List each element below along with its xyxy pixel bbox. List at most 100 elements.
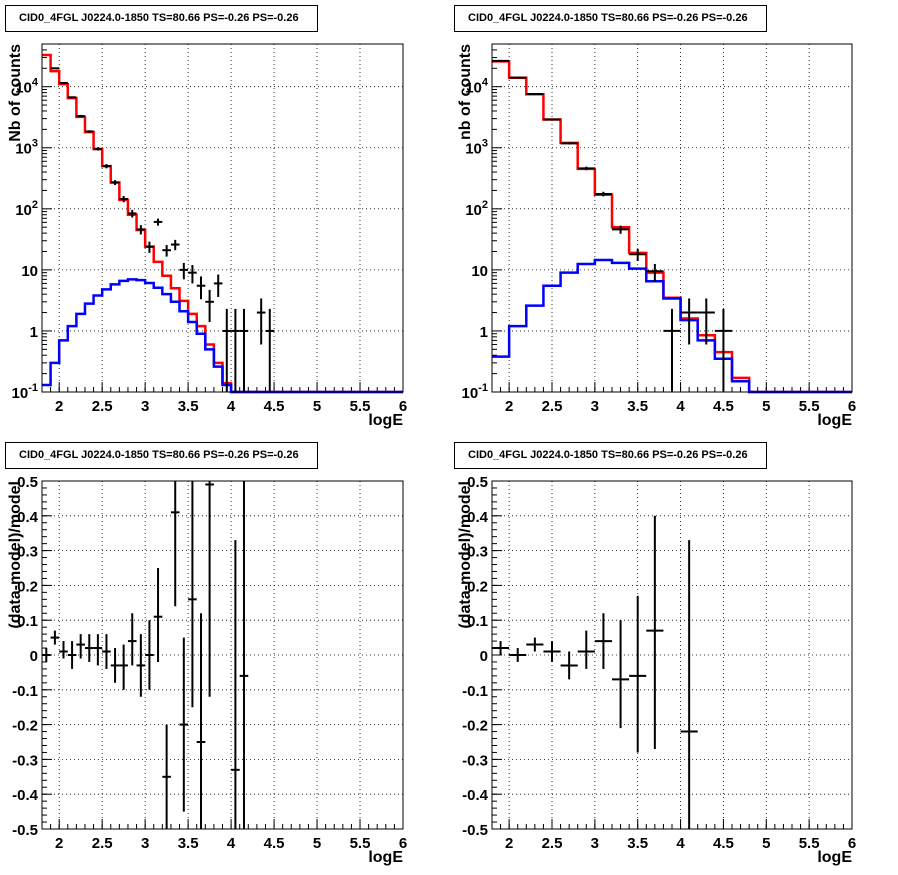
- x-tick-label: 2.5: [92, 398, 113, 415]
- y-tick-label: 103: [15, 138, 38, 158]
- x-tick-label: 3.5: [627, 398, 648, 415]
- data-point: [680, 298, 698, 345]
- y-tick-label: -0.5: [12, 822, 38, 839]
- y-axis-title: (data-model)/model: [7, 481, 24, 629]
- data-point: [162, 724, 171, 829]
- y-tick-label: 0.3: [467, 544, 488, 561]
- x-tick-label: 2: [55, 398, 63, 415]
- data-point: [119, 196, 128, 203]
- x-tick-label: 5.5: [799, 835, 820, 852]
- data-point: [543, 118, 561, 121]
- y-tick-label: 0.4: [17, 509, 39, 526]
- data-point: [76, 634, 85, 659]
- y-tick-label: -0.3: [12, 752, 38, 769]
- x-tick-label: 5: [313, 398, 321, 415]
- data-point: [188, 481, 197, 708]
- data-point: [179, 262, 189, 280]
- x-tick-label: 3: [141, 835, 149, 852]
- chart-panel-top-left: 2 2.5 3 3.5 4 4.5 5 5.5 6 10-1 1 10 102 103 104 logE Nb …: [7, 43, 407, 429]
- x-tick-label: 4.5: [713, 835, 734, 852]
- y-tick-label: 10: [471, 263, 488, 280]
- x-tick-label: 5: [762, 835, 770, 852]
- data-point: [222, 308, 232, 392]
- data-point: [179, 637, 189, 812]
- data-point: [170, 239, 180, 251]
- panel-title-top-left: CID0_4FGL J0224.0-1850 TS=80.66 PS=-0.26…: [5, 5, 318, 32]
- data-point: [526, 637, 544, 652]
- data-point: [188, 265, 197, 284]
- y-tick-label: -0.4: [462, 787, 489, 804]
- data-point: [136, 634, 146, 697]
- data-point: [196, 276, 206, 300]
- data-point: [102, 634, 111, 669]
- data-point: [153, 568, 163, 662]
- x-tick-label: 6: [848, 398, 856, 415]
- data-point: [231, 308, 240, 392]
- x-axis-title: logE: [368, 412, 403, 429]
- y-axis-title: Nb of counts: [7, 44, 24, 142]
- data-point: [560, 142, 578, 145]
- x-tick-label: 4: [227, 835, 236, 852]
- data-point: [577, 630, 595, 669]
- y-tick-label: 0.1: [467, 613, 488, 630]
- y-tick-label: 102: [15, 199, 38, 219]
- data-point: [67, 641, 77, 669]
- x-tick-label: 5.5: [350, 835, 371, 852]
- data-point: [239, 481, 249, 829]
- data-point: [84, 130, 94, 133]
- x-tick-label: 5: [762, 398, 770, 415]
- plot-frame: [41, 43, 404, 393]
- y-tick-label: 104: [15, 77, 39, 97]
- x-tick-label: 3: [591, 398, 599, 415]
- data-point: [127, 613, 137, 666]
- data-point: [162, 245, 171, 257]
- x-tick-label: 5.5: [350, 398, 371, 415]
- y-tick-label: 0.5: [467, 474, 488, 491]
- y-tick-label: -0.2: [12, 718, 38, 735]
- x-tick-label: 5: [313, 835, 321, 852]
- y-tick-label: -0.5: [462, 822, 488, 839]
- x-tick-label: 2: [505, 398, 513, 415]
- chart-panel-bottom-right: 2 2.5 3 3.5 4 4.5 5 5.5 6 -0.5 -0.4 -0.3 -0.2 -0.1 0 0.…: [457, 474, 856, 866]
- data-point: [231, 540, 240, 829]
- data-point: [67, 96, 77, 99]
- data-point: [136, 225, 146, 235]
- series-line-total-model: [42, 53, 403, 394]
- data-point: [612, 620, 630, 729]
- x-tick-label: 6: [399, 398, 407, 415]
- x-tick-label: 3: [591, 835, 599, 852]
- data-point: [526, 92, 544, 95]
- y-tick-label: -0.4: [12, 787, 39, 804]
- data-point: [629, 248, 647, 261]
- y-tick-label: -0.2: [462, 718, 488, 735]
- y-tick-label: -0.3: [462, 752, 488, 769]
- data-point: [256, 298, 266, 345]
- data-point: [76, 114, 85, 118]
- data-point: [213, 274, 223, 297]
- y-tick-label: 103: [465, 138, 488, 158]
- x-axis-title: logE: [368, 849, 403, 866]
- data-point: [50, 67, 60, 70]
- x-tick-label: 4: [676, 398, 685, 415]
- x-tick-label: 4.5: [713, 398, 734, 415]
- data-point: [629, 595, 647, 753]
- y-tick-label: -0.1: [462, 683, 488, 700]
- data-point: [594, 613, 612, 669]
- x-tick-label: 4.5: [264, 398, 285, 415]
- y-tick-label: 1: [480, 324, 488, 341]
- data-point: [153, 218, 163, 226]
- y-tick-label: 0: [30, 648, 38, 665]
- y-tick-label: 10: [21, 263, 38, 280]
- x-tick-label: 4: [227, 398, 236, 415]
- data-point: [577, 166, 595, 171]
- y-tick-label: 0.3: [17, 544, 38, 561]
- x-tick-label: 2: [505, 835, 513, 852]
- y-axis-title: (data-model)/model: [457, 481, 474, 629]
- data-point: [265, 308, 275, 392]
- data-point: [102, 164, 111, 169]
- data-point: [239, 308, 249, 392]
- data-point: [492, 641, 510, 655]
- y-tick-label: 0.2: [17, 578, 38, 595]
- data-point: [93, 147, 103, 151]
- data-point: [697, 298, 715, 345]
